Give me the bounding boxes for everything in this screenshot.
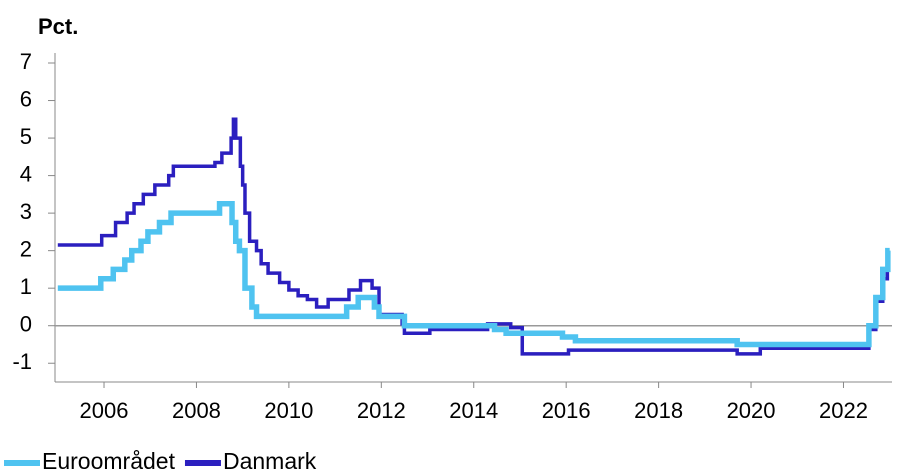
x-tick-label: 2020	[727, 398, 776, 423]
legend-label: Danmark	[223, 448, 317, 474]
y-tick-label: 6	[20, 86, 32, 111]
y-axis-label: Pct.	[38, 14, 78, 39]
x-tick-label: 2014	[449, 398, 498, 423]
x-tick-label: 2016	[542, 398, 591, 423]
x-tick-label: 2006	[80, 398, 129, 423]
y-tick-label: 1	[20, 274, 32, 299]
x-tick-label: 2018	[634, 398, 683, 423]
y-tick-label: 2	[20, 236, 32, 261]
x-tick-label: 2012	[357, 398, 406, 423]
y-tick-label: 3	[20, 199, 32, 224]
series-line	[57, 117, 890, 356]
x-tick-label: 2010	[264, 398, 313, 423]
legend-label: Euroområdet	[42, 448, 176, 474]
y-tick-label: 7	[20, 49, 32, 74]
x-tick-label: 2022	[819, 398, 868, 423]
y-tick-label: 5	[20, 124, 32, 149]
y-tick-label: 4	[20, 161, 32, 186]
y-tick-label: 0	[20, 312, 32, 337]
y-tick-label: -1	[12, 349, 32, 374]
x-tick-label: 2008	[172, 398, 221, 423]
series-line	[57, 200, 891, 348]
